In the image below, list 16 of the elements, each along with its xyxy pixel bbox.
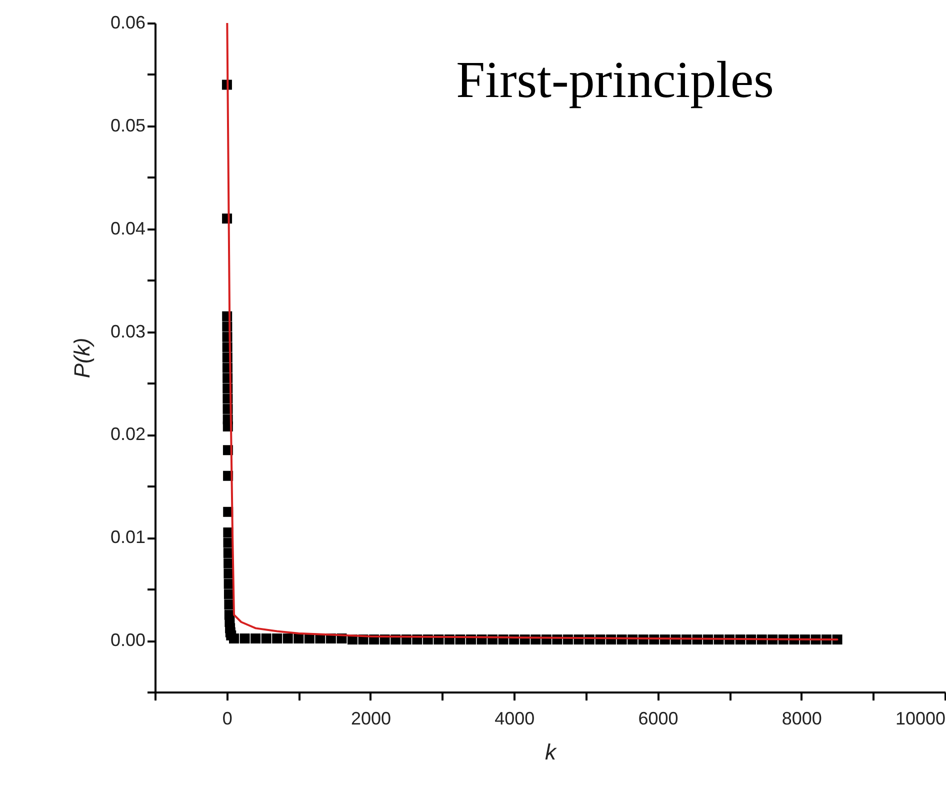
x-tick-label: 6000 — [638, 708, 678, 728]
x-tick-label: 4000 — [494, 708, 535, 728]
y-tick-label: 0.06 — [110, 12, 146, 32]
y-axis-title: P(k) — [69, 338, 94, 378]
y-tick-label: 0.03 — [110, 321, 146, 342]
x-tick-label: 2000 — [350, 708, 391, 728]
y-tick-label: 0.00 — [110, 630, 146, 650]
y-tick-label: 0.02 — [110, 424, 146, 444]
x-tick-label: 8000 — [782, 708, 822, 728]
y-tick-label: 0.05 — [110, 115, 146, 136]
x-axis-title: k — [545, 740, 557, 764]
y-tick-label: 0.01 — [110, 527, 146, 548]
x-tick-label: 10000 — [895, 708, 946, 728]
x-tick-label: 0 — [222, 708, 232, 728]
y-tick-label: 0.04 — [110, 218, 146, 238]
annotation: First-principles — [456, 52, 774, 109]
